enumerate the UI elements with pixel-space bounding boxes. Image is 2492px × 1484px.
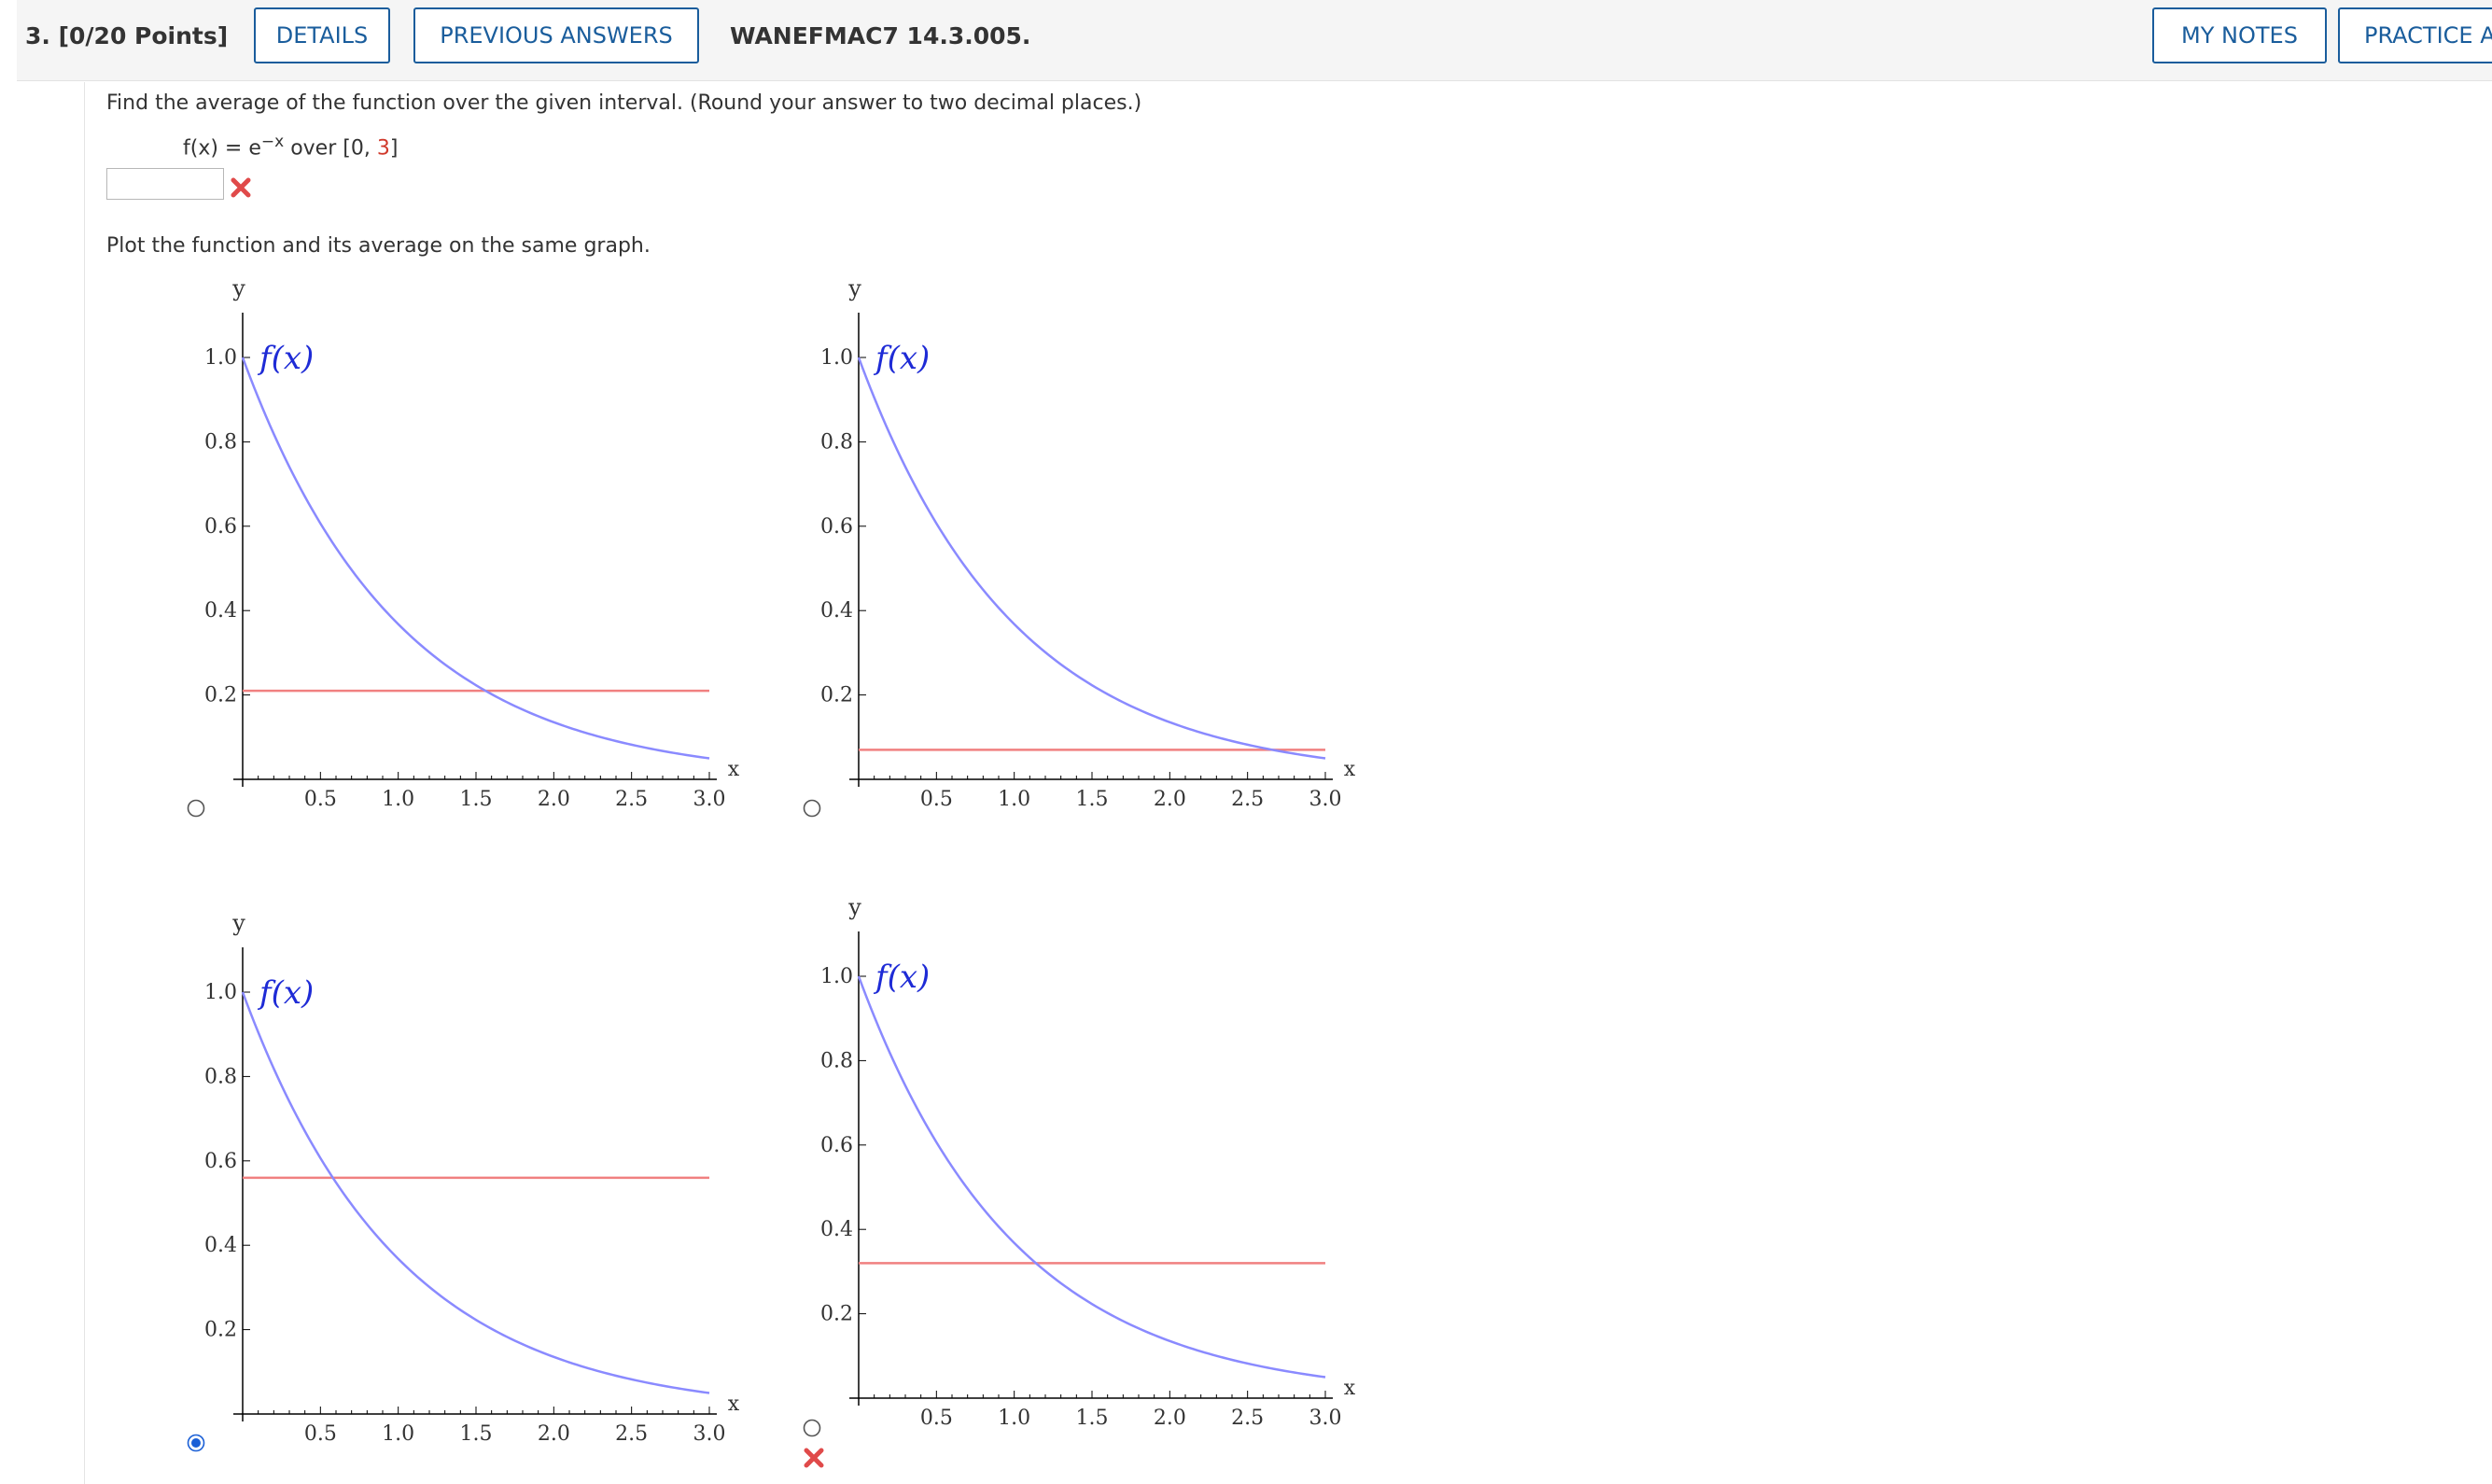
x-tick-label: 1.5	[1076, 788, 1109, 811]
x-tick-label: 1.0	[998, 1407, 1030, 1430]
y-axis-label: y	[847, 894, 861, 920]
x-tick-label: 2.0	[1154, 788, 1186, 811]
radio-option-b[interactable]	[801, 797, 823, 819]
x-axis-label: x	[728, 758, 740, 781]
x-axis-label: x	[1344, 1377, 1356, 1400]
my-notes-button[interactable]: MY NOTES	[2152, 7, 2327, 63]
y-tick-label: 0.4	[204, 599, 237, 623]
x-tick-label: 2.5	[1231, 788, 1264, 811]
curve-label: f(x)	[873, 959, 930, 996]
graph-option-b: 0.5 1.0 1.5 2.0 2.5 3.0 0.2 0.4 0.6 0.8 1.0 x y f(x)	[820, 275, 1356, 811]
content-left-rule	[84, 82, 85, 1484]
function-curve	[857, 357, 1326, 760]
x-tick-label: 1.5	[460, 1422, 493, 1446]
y-tick-label: 0.2	[820, 1303, 853, 1326]
y-tick-label: 0.2	[820, 684, 853, 707]
details-button[interactable]: DETAILS	[254, 7, 390, 63]
function-exponent: −x	[260, 133, 285, 151]
radio-ring	[187, 799, 205, 818]
x-axis-label: x	[1344, 758, 1356, 781]
y-tick-label: 0.6	[820, 1134, 853, 1157]
x-tick-label: 3.0	[1309, 1407, 1342, 1430]
y-tick-label: 1.0	[204, 981, 237, 1004]
radio-option-a[interactable]	[185, 797, 207, 819]
function-curve	[241, 357, 710, 760]
x-tick-label: 2.5	[615, 788, 648, 811]
x-tick-label: 1.5	[460, 788, 493, 811]
y-tick-label: 0.8	[820, 430, 853, 454]
radio-option-c[interactable]	[185, 1432, 207, 1454]
x-tick-label: 0.5	[920, 788, 953, 811]
curve-label: f(x)	[873, 340, 930, 377]
radio-ring	[803, 799, 821, 818]
question-number: 3. [0/20 Points]	[25, 22, 229, 49]
interval-upper-bound: 3	[376, 136, 390, 161]
y-tick-label: 0.6	[204, 515, 237, 539]
y-tick-label: 0.6	[204, 1150, 237, 1173]
x-axis-label: x	[728, 1393, 740, 1416]
function-close-bracket: ]	[389, 136, 399, 161]
incorrect-x-icon	[231, 177, 251, 198]
y-tick-label: 0.4	[204, 1234, 237, 1257]
x-tick-label: 3.0	[693, 788, 726, 811]
previous-answers-button[interactable]: PREVIOUS ANSWERS	[413, 7, 699, 63]
y-axis-label: y	[231, 910, 245, 936]
y-tick-label: 0.2	[204, 684, 237, 707]
y-tick-label: 0.6	[820, 515, 853, 539]
y-axis-label: y	[231, 275, 245, 301]
function-over-text: over [0,	[284, 136, 377, 161]
question-code: WANEFMAC7 14.3.005.	[730, 22, 1031, 49]
x-tick-label: 2.0	[538, 1422, 570, 1446]
graph-option-c: 0.5 1.0 1.5 2.0 2.5 3.0 0.2 0.4 0.6 0.8 1.0 x y f(x)	[204, 910, 740, 1446]
graph-option-d: 0.5 1.0 1.5 2.0 2.5 3.0 0.2 0.4 0.6 0.8 1.0 x y f(x)	[820, 894, 1356, 1430]
x-tick-label: 2.5	[615, 1422, 648, 1446]
function-curve	[857, 975, 1326, 1379]
curve-label: f(x)	[257, 974, 314, 1012]
radio-option-d[interactable]	[801, 1417, 823, 1439]
graph-incorrect-x-icon	[804, 1448, 824, 1468]
function-definition: f(x) = e−x over [0, 3]	[183, 133, 398, 160]
x-tick-label: 1.0	[998, 788, 1030, 811]
y-axis-label: y	[847, 275, 861, 301]
instruction-text: Find the average of the function over th…	[106, 91, 1142, 115]
y-tick-label: 1.0	[204, 346, 237, 370]
y-tick-label: 0.8	[204, 1065, 237, 1088]
x-tick-label: 3.0	[693, 1422, 726, 1446]
radio-ring	[803, 1419, 821, 1437]
x-tick-label: 2.0	[538, 788, 570, 811]
average-answer-input[interactable]	[106, 168, 224, 200]
practice-button[interactable]: PRACTICE A	[2338, 7, 2492, 63]
x-tick-label: 1.0	[382, 1422, 414, 1446]
curve-label: f(x)	[257, 340, 314, 377]
y-tick-label: 0.2	[204, 1319, 237, 1342]
x-tick-label: 0.5	[920, 1407, 953, 1430]
x-tick-label: 1.5	[1076, 1407, 1109, 1430]
x-tick-label: 0.5	[304, 788, 337, 811]
x-tick-label: 1.0	[382, 788, 414, 811]
graph-option-a: 0.5 1.0 1.5 2.0 2.5 3.0 0.2 0.4 0.6 0.8 1.0 x y f(x)	[204, 275, 740, 811]
y-tick-label: 1.0	[820, 346, 853, 370]
x-tick-label: 3.0	[1309, 788, 1342, 811]
function-prefix: f(x) = e	[183, 136, 261, 161]
y-tick-label: 0.4	[820, 599, 853, 623]
x-tick-label: 2.5	[1231, 1407, 1264, 1430]
y-tick-label: 0.8	[204, 430, 237, 454]
x-tick-label: 2.0	[1154, 1407, 1186, 1430]
plot-instruction-text: Plot the function and its average on the…	[106, 234, 651, 258]
x-tick-label: 0.5	[304, 1422, 337, 1446]
y-tick-label: 0.4	[820, 1218, 853, 1241]
radio-dot	[191, 1438, 201, 1448]
y-tick-label: 1.0	[820, 965, 853, 988]
y-tick-label: 0.8	[820, 1049, 853, 1072]
function-curve	[241, 991, 710, 1394]
